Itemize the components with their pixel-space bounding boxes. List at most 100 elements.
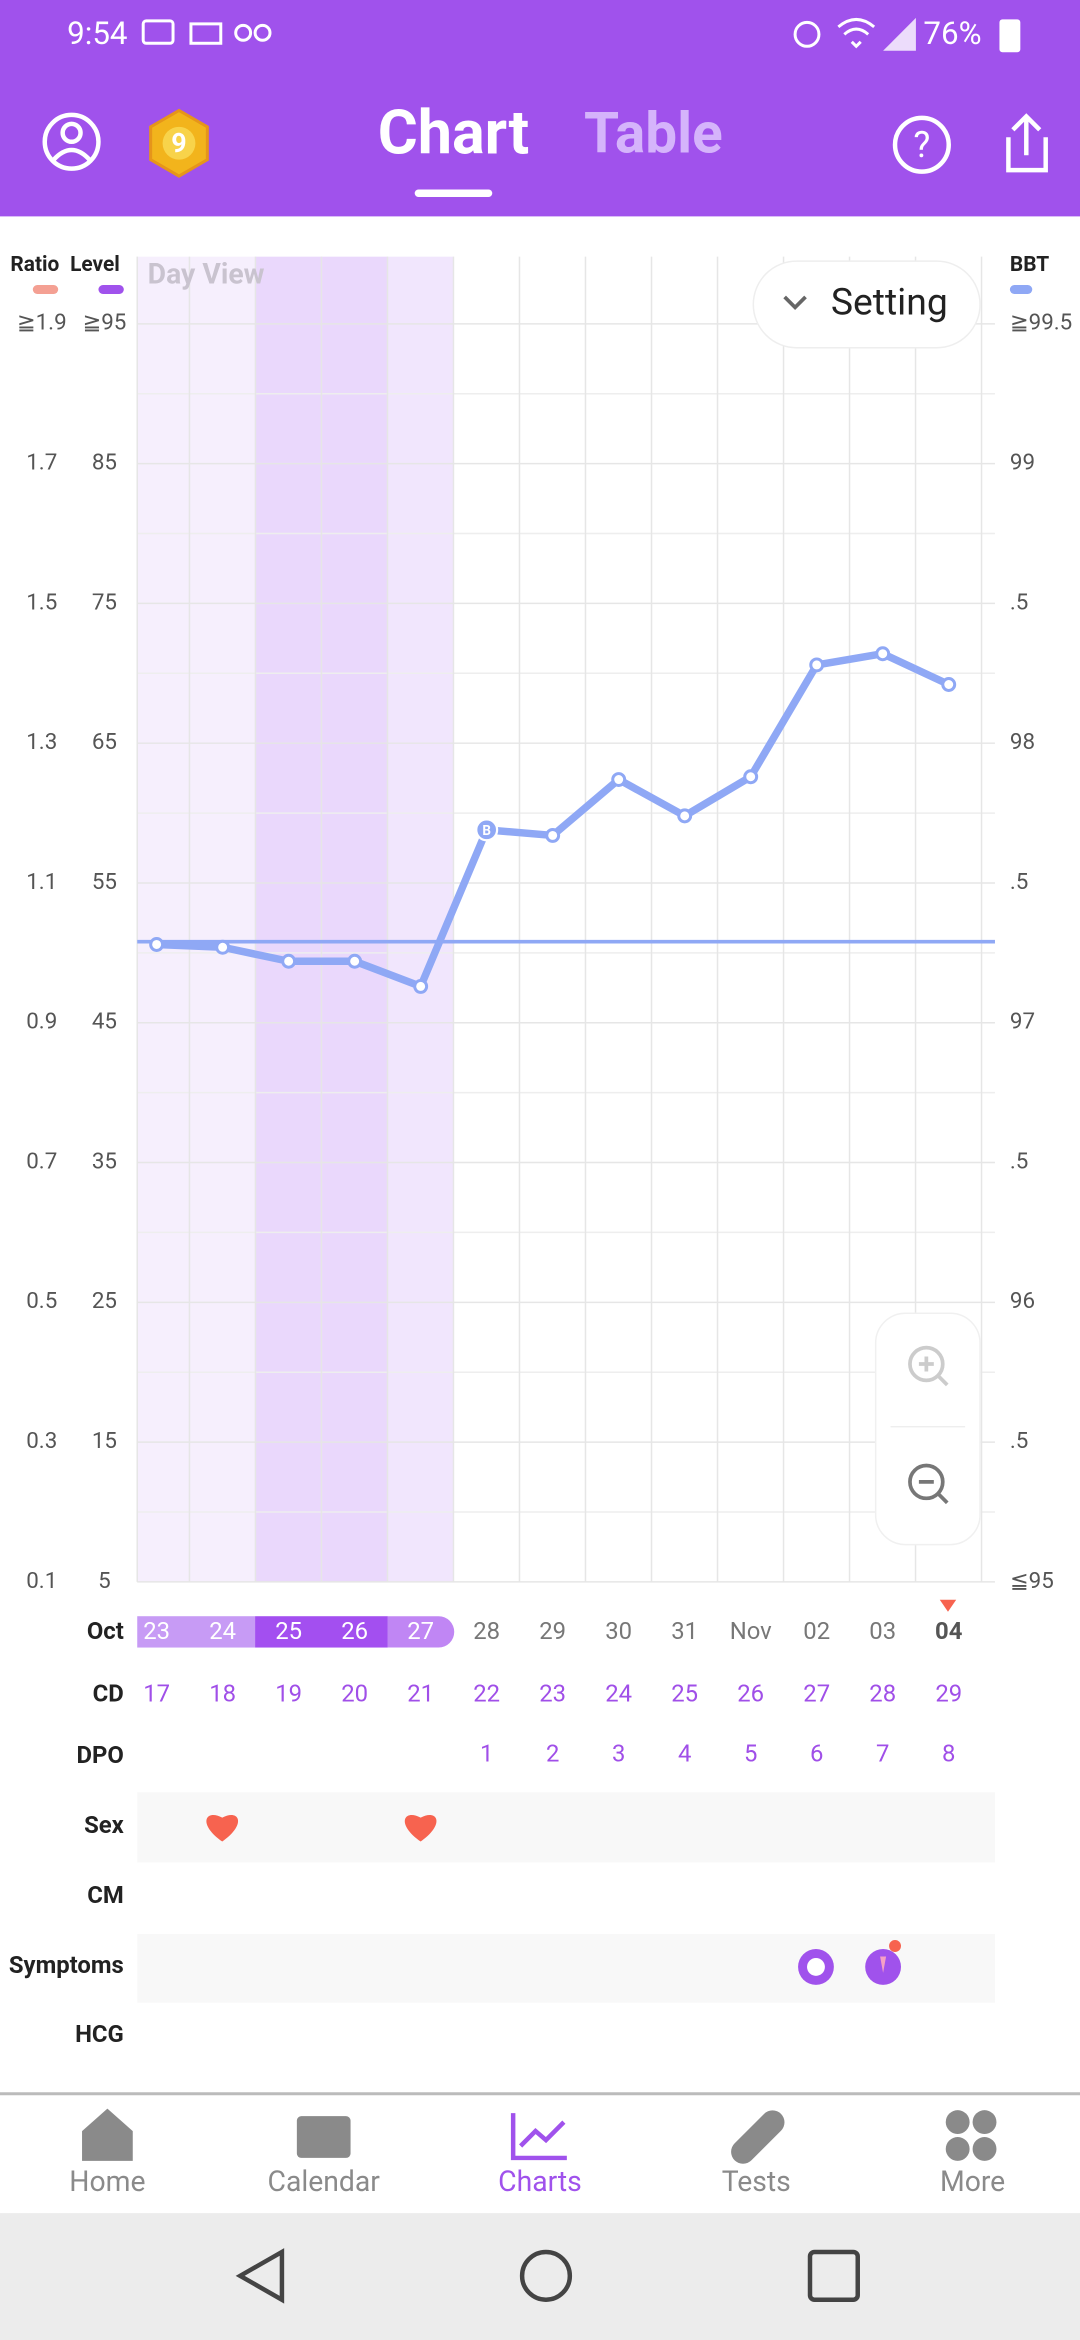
date-label: 24 — [209, 1617, 236, 1645]
charts-icon — [510, 2113, 567, 2161]
status-icon — [141, 19, 175, 45]
recents-button[interactable] — [807, 2249, 860, 2302]
help-button[interactable] — [892, 115, 951, 174]
bbt-swatch — [1009, 285, 1033, 294]
back-button[interactable] — [235, 2248, 285, 2304]
tests-icon — [731, 2110, 785, 2164]
today-marker — [939, 1599, 957, 1612]
date-label: 26 — [341, 1617, 368, 1645]
cd-value: 21 — [407, 1680, 434, 1708]
bbt-point — [941, 677, 957, 692]
date-label: 30 — [605, 1617, 632, 1645]
plot: ≧1.9 1.7 1.5 1.3 1.1 0.9 0.7 0.5 0.3 0.1 ≧95 85 75 65… — [17, 285, 1072, 1594]
grid — [136, 256, 995, 1583]
yticks-label: 1.1 — [26, 869, 57, 895]
date-label: 28 — [473, 1617, 500, 1645]
cd-value: 23 — [539, 1680, 566, 1708]
nav-label[interactable]: Calendar — [268, 2165, 381, 2198]
level_ticks-label: 45 — [92, 1009, 117, 1035]
bbt-point — [281, 953, 297, 969]
ratio-swatch — [32, 285, 59, 294]
dpo-value: 5 — [744, 1739, 757, 1767]
status-icon — [189, 22, 223, 45]
y2ticks-label: ≧99.5 — [1010, 310, 1072, 336]
profile-button[interactable] — [42, 112, 101, 171]
calendar-icon — [296, 2116, 351, 2158]
zoom-in[interactable] — [908, 1345, 945, 1383]
setting-label: Setting — [831, 280, 948, 324]
fertile-shade — [387, 256, 454, 1582]
row-label: HCG — [75, 2020, 124, 2048]
row-label: Sex — [84, 1811, 124, 1839]
yticks-label: 1.5 — [26, 589, 57, 615]
nav-label[interactable]: Charts — [498, 2165, 582, 2198]
help-icon: ? — [913, 124, 930, 166]
more-icon — [945, 2110, 970, 2135]
tab-chart[interactable]: Chart — [378, 96, 530, 168]
dpo-value: 1 — [480, 1739, 493, 1767]
level_ticks-label: 85 — [92, 450, 117, 476]
yticks-label: 0.3 — [26, 1428, 57, 1454]
y2ticks-label: 96 — [1010, 1288, 1035, 1314]
yticks-label: 0.9 — [26, 1009, 57, 1035]
battery-level: 76% — [923, 15, 981, 52]
nav-label[interactable]: Tests — [722, 2165, 791, 2198]
y2ticks-label: 99 — [1010, 450, 1035, 476]
home-icon — [82, 2108, 133, 2161]
dpo-value: 2 — [546, 1739, 559, 1767]
date-label: 04 — [935, 1617, 963, 1645]
setting-button[interactable] — [752, 260, 981, 349]
zoom-out[interactable] — [908, 1463, 945, 1501]
row-label: Oct — [87, 1617, 124, 1645]
tab-indicator — [414, 189, 493, 197]
wifi-icon — [837, 17, 876, 49]
date-label: 29 — [539, 1617, 566, 1645]
y2ticks-label: 98 — [1010, 729, 1035, 755]
bbt-point — [611, 772, 627, 787]
home-button[interactable] — [519, 2249, 573, 2302]
y2ticks-label: .5 — [1010, 1428, 1028, 1454]
yticks-label: 0.7 — [26, 1148, 57, 1174]
tab-table[interactable]: Table — [584, 99, 723, 166]
level_ticks-label: 55 — [92, 869, 117, 895]
bbt-point — [875, 646, 891, 662]
view-label: Day View — [148, 258, 265, 291]
signal-icon — [883, 17, 916, 51]
point-annotation: B — [482, 824, 491, 839]
dpo-value: 8 — [942, 1739, 955, 1767]
level_ticks-label: 75 — [92, 589, 117, 615]
nav-label[interactable]: More — [940, 2165, 1005, 2198]
symptom-dot — [889, 1940, 901, 1952]
system-nav — [0, 2213, 1080, 2340]
yticks-label: ≧1.9 — [17, 310, 67, 336]
bbt-point — [677, 808, 693, 824]
nav-label[interactable]: Home — [69, 2165, 145, 2198]
bbt-point — [743, 769, 759, 785]
symptom-icon-core — [880, 1956, 887, 1973]
y2ticks-label: .5 — [1010, 1148, 1028, 1174]
yticks-label: 1.7 — [26, 450, 57, 476]
share-button[interactable] — [1006, 113, 1048, 173]
row-label: DPO — [76, 1741, 123, 1769]
badge-number: 9 — [171, 127, 186, 159]
bbt-point — [809, 657, 825, 673]
date-label: 25 — [275, 1617, 302, 1645]
yticks-label: 0.5 — [26, 1288, 57, 1314]
cd-value: 22 — [473, 1680, 500, 1708]
date-label: Nov — [730, 1617, 772, 1645]
dpo-value: 7 — [876, 1739, 889, 1767]
bbt-point — [149, 937, 165, 952]
level_ticks-label: 5 — [98, 1568, 111, 1594]
date-pill — [387, 1616, 455, 1648]
more-icon — [972, 2137, 997, 2161]
y2ticks-label: .5 — [1010, 869, 1028, 895]
y2ticks-label: .5 — [1010, 589, 1028, 615]
dpo-value: 3 — [612, 1739, 625, 1767]
level_ticks-label: 15 — [92, 1428, 117, 1454]
ratio-label: Ratio — [10, 253, 59, 277]
level-swatch — [98, 285, 124, 294]
date-label: 23 — [143, 1617, 170, 1645]
zoom-in-icon — [918, 1356, 949, 1387]
